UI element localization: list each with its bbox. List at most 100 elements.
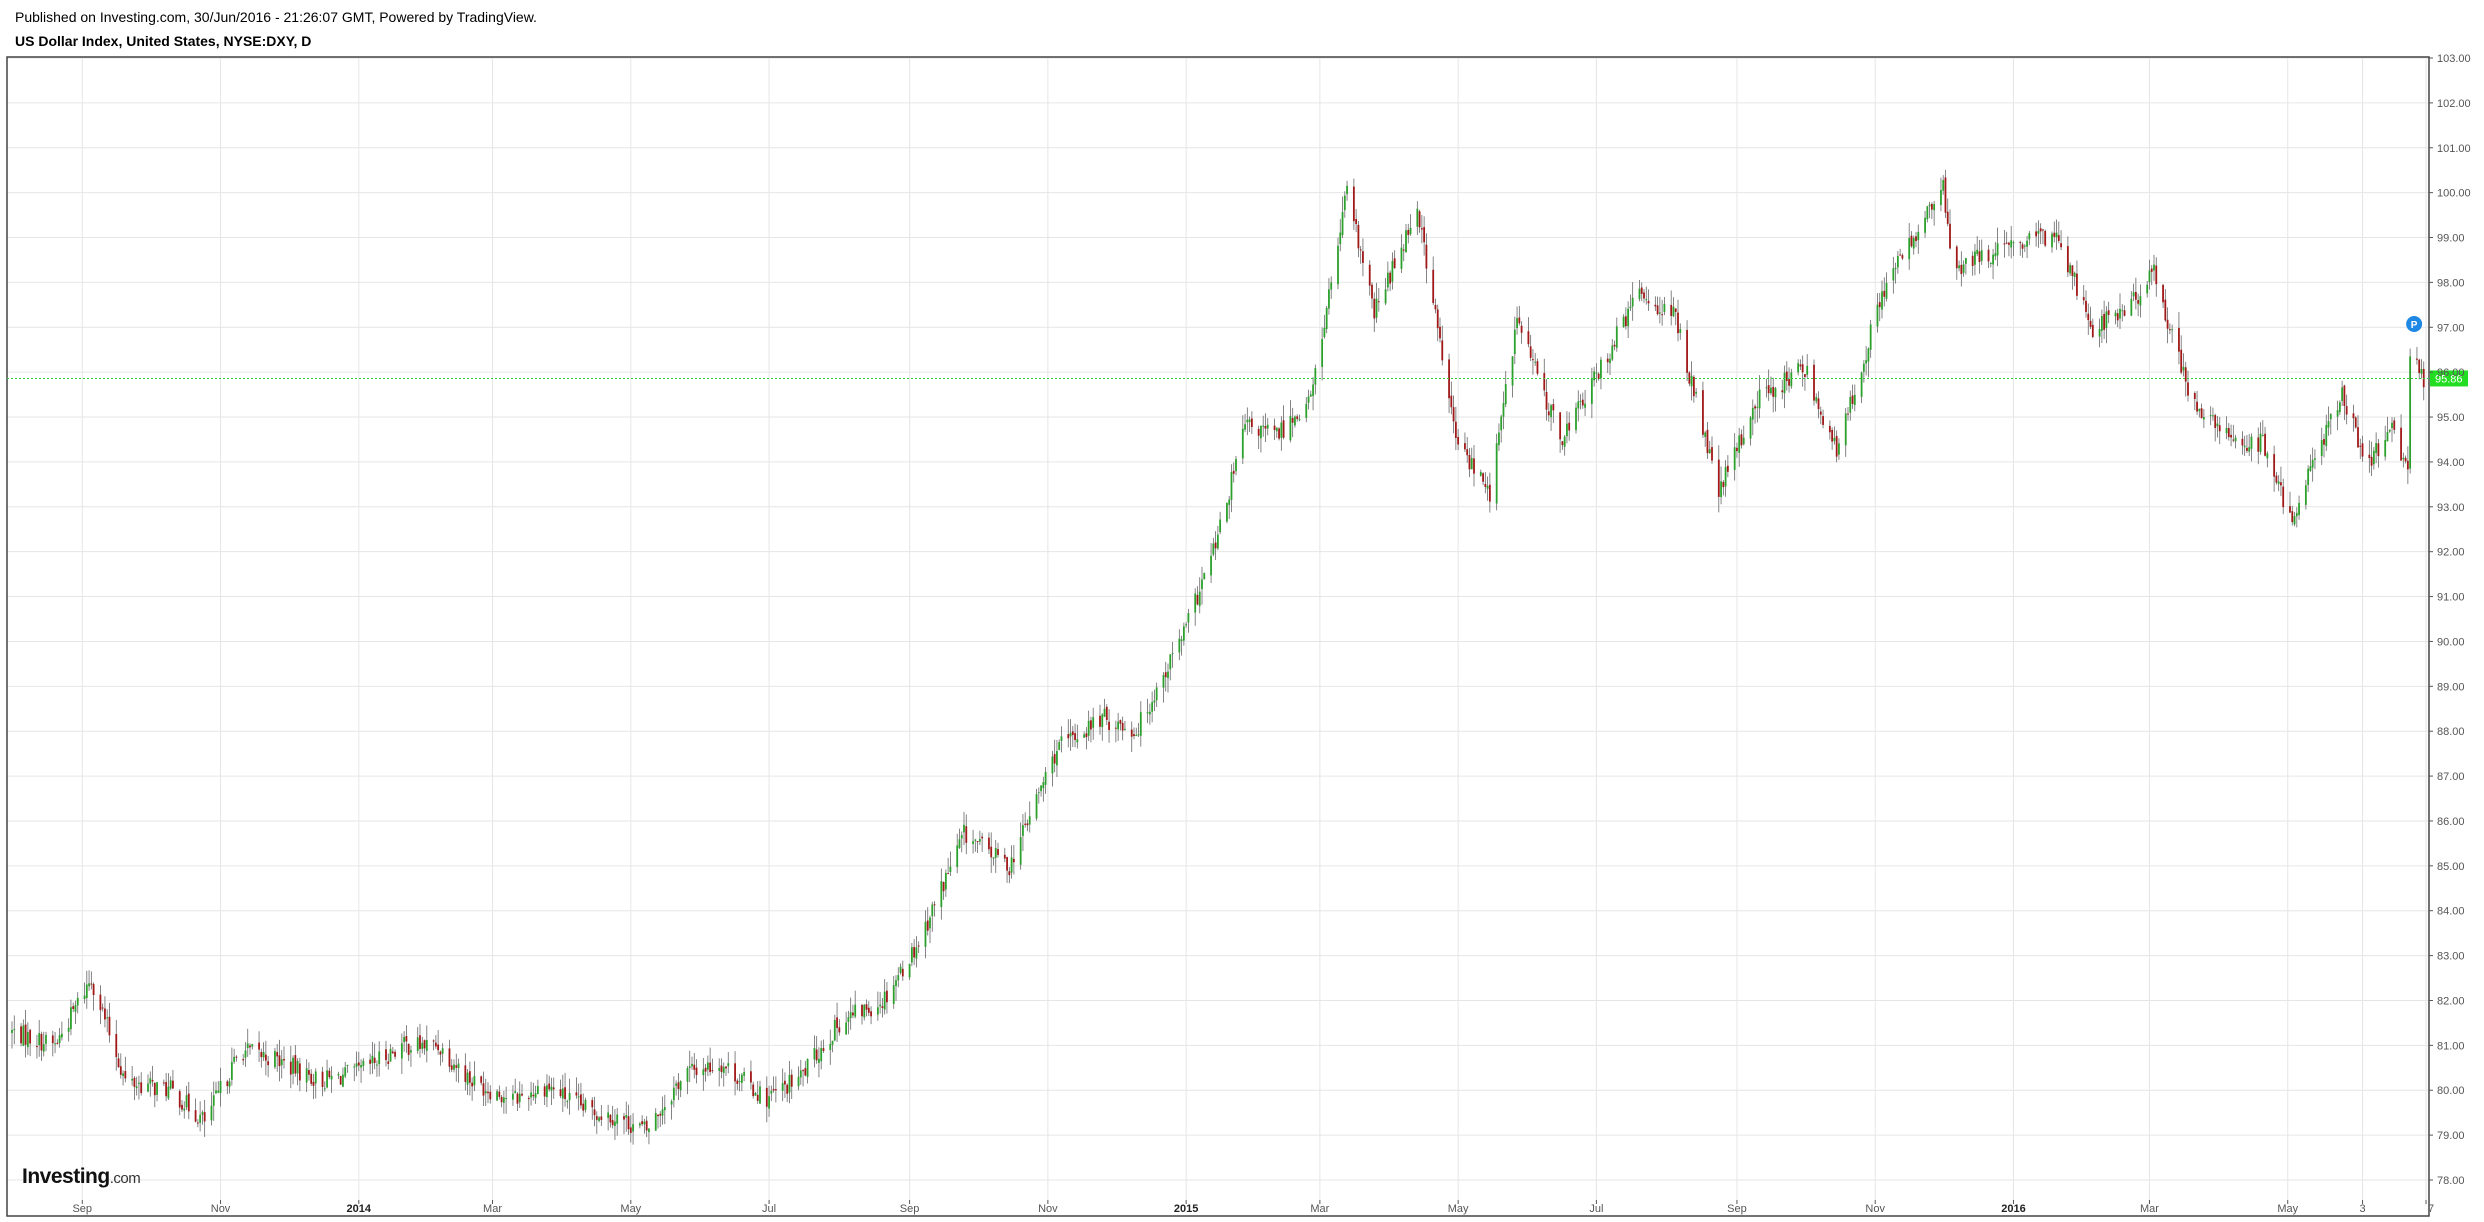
candle-up bbox=[169, 1080, 172, 1089]
candle-up bbox=[1853, 394, 1856, 406]
candle-down bbox=[981, 836, 984, 839]
candle-up bbox=[1375, 298, 1378, 318]
candle-up bbox=[908, 963, 911, 978]
x-tick-label: Jul bbox=[762, 1203, 776, 1215]
y-tick-label: 91.00 bbox=[2437, 592, 2465, 604]
candle-down bbox=[439, 1051, 442, 1055]
candle-down bbox=[709, 1062, 712, 1072]
candle-down bbox=[2155, 265, 2158, 285]
candle-up bbox=[2341, 387, 2344, 402]
candle-down bbox=[153, 1082, 156, 1096]
candle-up bbox=[799, 1070, 802, 1078]
candle-up bbox=[2153, 264, 2155, 271]
candle-down bbox=[1971, 255, 1974, 266]
candle-down bbox=[629, 1127, 632, 1133]
candle-up bbox=[1312, 384, 1314, 397]
x-axis[interactable]: Sep Nov 2014 Mar May Jul Sep Nov 2015 Mar May Jul Se… bbox=[72, 1200, 2434, 1215]
candle-up bbox=[1815, 397, 1818, 402]
candle-up bbox=[1391, 260, 1394, 282]
event-marker[interactable] bbox=[2406, 316, 2423, 332]
candle-up bbox=[1294, 416, 1296, 426]
candle-down bbox=[1448, 359, 1450, 399]
marker[interactable]: P bbox=[2406, 316, 2423, 332]
candle-up bbox=[378, 1051, 381, 1065]
candle-up bbox=[1996, 243, 1999, 256]
candle-down bbox=[521, 1093, 523, 1096]
event-marker-label: P bbox=[2411, 320, 2418, 331]
x-tick-label: Jul bbox=[1589, 1203, 1603, 1215]
candle-down bbox=[294, 1055, 297, 1074]
candle-down bbox=[2404, 457, 2407, 462]
candle-up bbox=[1171, 653, 1174, 655]
candle-down bbox=[450, 1065, 453, 1070]
candle-down bbox=[1257, 428, 1260, 436]
candle-up bbox=[1035, 794, 1038, 819]
candle-up bbox=[876, 1007, 879, 1015]
candle-up bbox=[1663, 303, 1666, 312]
candle-up bbox=[1964, 258, 1967, 264]
x-tick-label: Nov bbox=[211, 1203, 231, 1215]
candle-down bbox=[2400, 427, 2402, 461]
candle-up bbox=[2250, 436, 2253, 449]
candle-up bbox=[672, 1087, 675, 1101]
candle-up bbox=[2037, 230, 2040, 234]
candle-down bbox=[437, 1044, 440, 1051]
candle-up bbox=[1346, 185, 1348, 195]
candle-up bbox=[131, 1078, 134, 1081]
candle-down bbox=[1799, 364, 1802, 367]
candle-down bbox=[249, 1045, 251, 1048]
y-axis[interactable]: 103.00 102.00 101.00 100.00 99.00 98.00 97.00 9… bbox=[2429, 53, 2471, 1187]
candle-down bbox=[151, 1080, 154, 1082]
candle-up bbox=[1838, 443, 1840, 455]
candle-up bbox=[638, 1123, 641, 1126]
candle-down bbox=[609, 1114, 612, 1123]
candle-up bbox=[718, 1067, 721, 1071]
candle-up bbox=[892, 985, 895, 1004]
candle-up bbox=[781, 1083, 784, 1091]
candle-down bbox=[559, 1089, 562, 1097]
candle-down bbox=[772, 1088, 775, 1091]
candle-up bbox=[1611, 345, 1614, 360]
candle-up bbox=[2314, 458, 2316, 460]
candle-down bbox=[2257, 437, 2260, 452]
candle-up bbox=[1513, 329, 1516, 355]
candle-down bbox=[1568, 422, 1571, 431]
candle-down bbox=[1828, 425, 1831, 433]
candle-up bbox=[502, 1097, 505, 1103]
candle-down bbox=[1930, 203, 1933, 210]
candle-down bbox=[774, 1089, 777, 1091]
candle-up bbox=[1330, 282, 1333, 290]
candle-up bbox=[76, 997, 79, 1006]
candle-up bbox=[230, 1062, 233, 1080]
candle-up bbox=[1289, 415, 1292, 441]
candle-down bbox=[926, 920, 929, 931]
candle-up bbox=[1226, 502, 1228, 522]
candle-up bbox=[251, 1044, 254, 1047]
candle-up bbox=[1756, 406, 1759, 408]
candle-down bbox=[1817, 398, 1820, 410]
candle-up bbox=[85, 984, 88, 999]
candle-down bbox=[1012, 858, 1015, 863]
candle-up bbox=[1201, 579, 1203, 590]
candle-up bbox=[2338, 402, 2341, 413]
candle-down bbox=[1264, 425, 1267, 429]
candle-up bbox=[2243, 445, 2246, 448]
candle-down bbox=[56, 1042, 59, 1044]
candle-up bbox=[2329, 414, 2332, 420]
candle-down bbox=[1418, 211, 1421, 228]
candle-up bbox=[314, 1071, 317, 1084]
candle-up bbox=[1926, 206, 1929, 220]
candle-down bbox=[2178, 327, 2180, 352]
plot-frame bbox=[6, 56, 2430, 1217]
candle-down bbox=[725, 1066, 727, 1069]
candle-up bbox=[1151, 702, 1154, 712]
candle-up bbox=[2198, 408, 2201, 412]
candle-down bbox=[1432, 269, 1435, 304]
candle-down bbox=[482, 1083, 485, 1096]
candle-up bbox=[584, 1099, 587, 1110]
candle-up bbox=[2119, 308, 2121, 319]
candle-down bbox=[2042, 229, 2044, 231]
candle-up bbox=[2100, 316, 2103, 331]
candle-up bbox=[2073, 272, 2076, 277]
